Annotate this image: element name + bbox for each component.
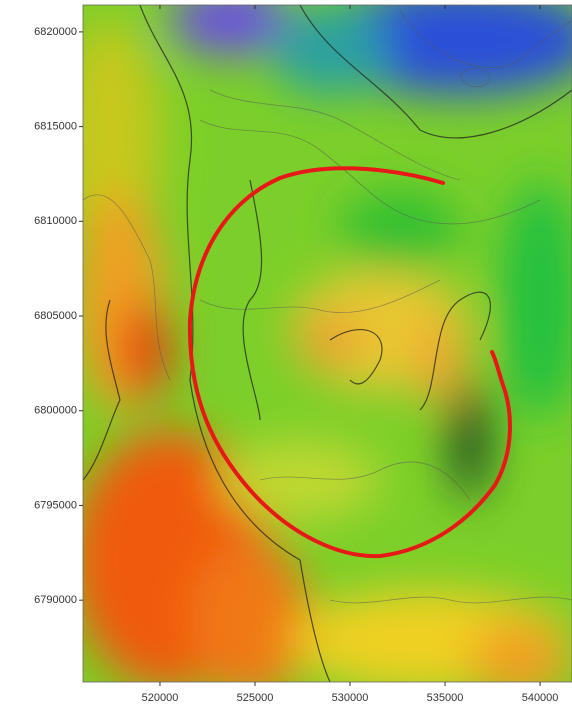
x-tick-label: 520000 [142,692,179,704]
x-tick-label: 525000 [237,692,274,704]
x-tick-label: 535000 [427,692,464,704]
y-tick-label: 6795000 [34,499,77,511]
raster [83,5,572,682]
x-tick-label: 540000 [522,692,559,704]
y-tick-label: 6800000 [34,405,77,417]
map-frame [82,4,572,683]
y-tick-label: 6810000 [34,215,77,227]
y-tick-label: 6805000 [34,310,77,322]
y-tick-label: 6820000 [34,26,77,38]
x-tick-label: 530000 [332,692,369,704]
y-tick-label: 6790000 [34,594,77,606]
annotation-curve [187,166,512,559]
y-tick-label: 6815000 [34,121,77,133]
